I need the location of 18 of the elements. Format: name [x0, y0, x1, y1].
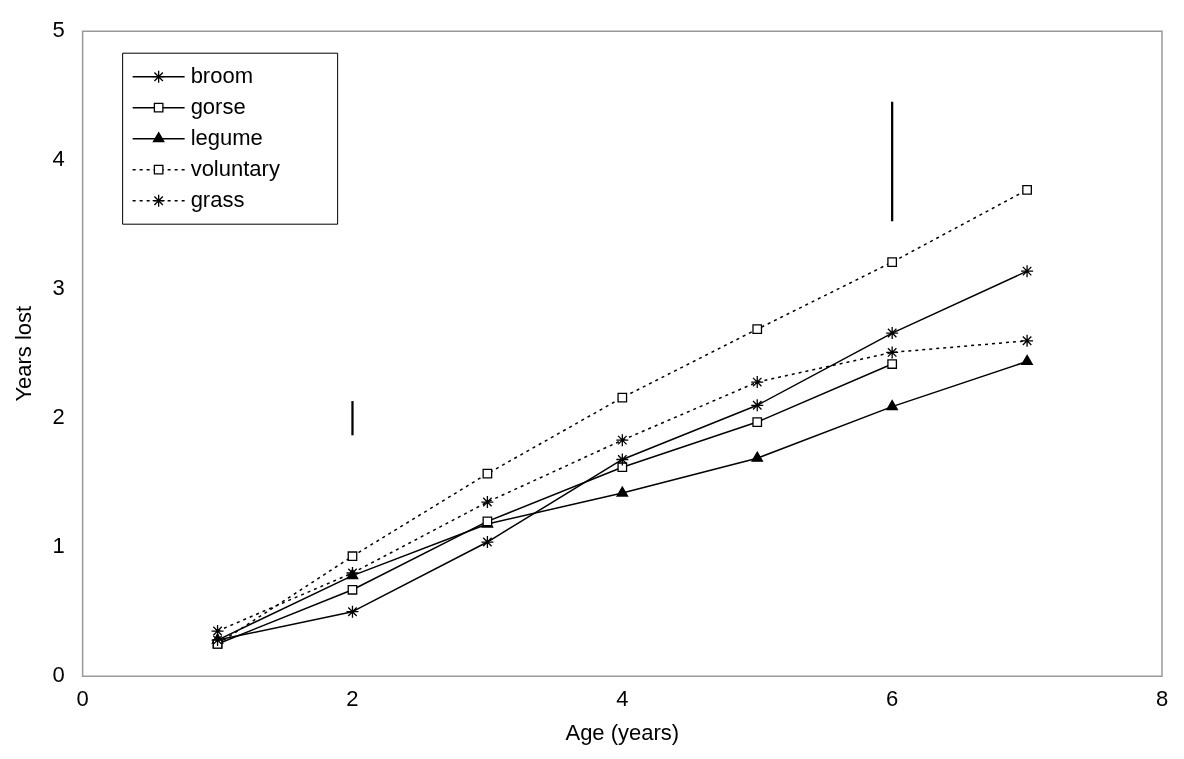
y-tick-label: 5	[52, 17, 65, 43]
legend-label: gorse	[190, 93, 246, 119]
y-tick-label: 2	[52, 404, 65, 430]
legend-label: grass	[190, 186, 245, 212]
x-tick-label: 6	[886, 686, 899, 712]
x-axis-title: Age (years)	[565, 719, 680, 745]
y-tick-label: 0	[52, 662, 65, 688]
y-axis-title: Years lost	[11, 305, 37, 402]
y-tick-label: 3	[52, 275, 65, 301]
x-tick-label: 8	[1155, 686, 1169, 712]
legend-label: voluntary	[190, 155, 280, 181]
x-tick-label: 2	[346, 686, 359, 712]
legend-label: legume	[190, 124, 263, 150]
legend-label: broom	[190, 62, 253, 88]
y-tick-label: 1	[52, 533, 65, 559]
y-tick-label: 4	[52, 146, 65, 172]
x-tick-label: 0	[76, 686, 89, 712]
x-tick-label: 4	[616, 686, 629, 712]
